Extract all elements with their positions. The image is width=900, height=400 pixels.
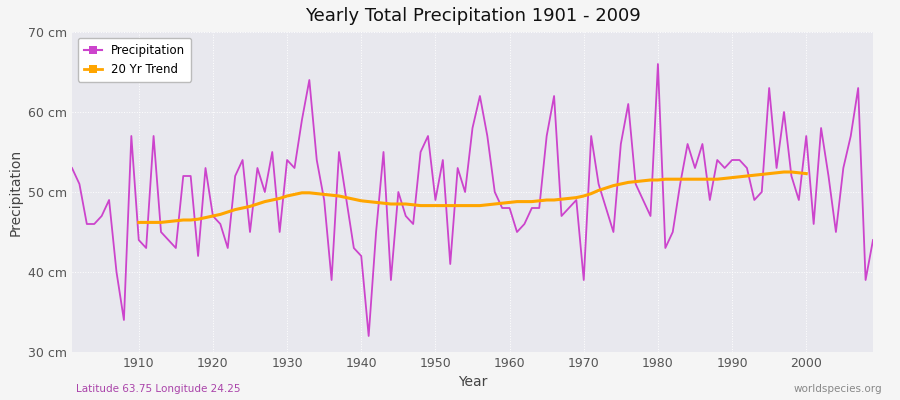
Text: Latitude 63.75 Longitude 24.25: Latitude 63.75 Longitude 24.25 xyxy=(76,384,241,394)
Text: worldspecies.org: worldspecies.org xyxy=(794,384,882,394)
X-axis label: Year: Year xyxy=(458,376,487,390)
Legend: Precipitation, 20 Yr Trend: Precipitation, 20 Yr Trend xyxy=(78,38,191,82)
Y-axis label: Precipitation: Precipitation xyxy=(8,148,22,236)
Title: Yearly Total Precipitation 1901 - 2009: Yearly Total Precipitation 1901 - 2009 xyxy=(304,7,641,25)
